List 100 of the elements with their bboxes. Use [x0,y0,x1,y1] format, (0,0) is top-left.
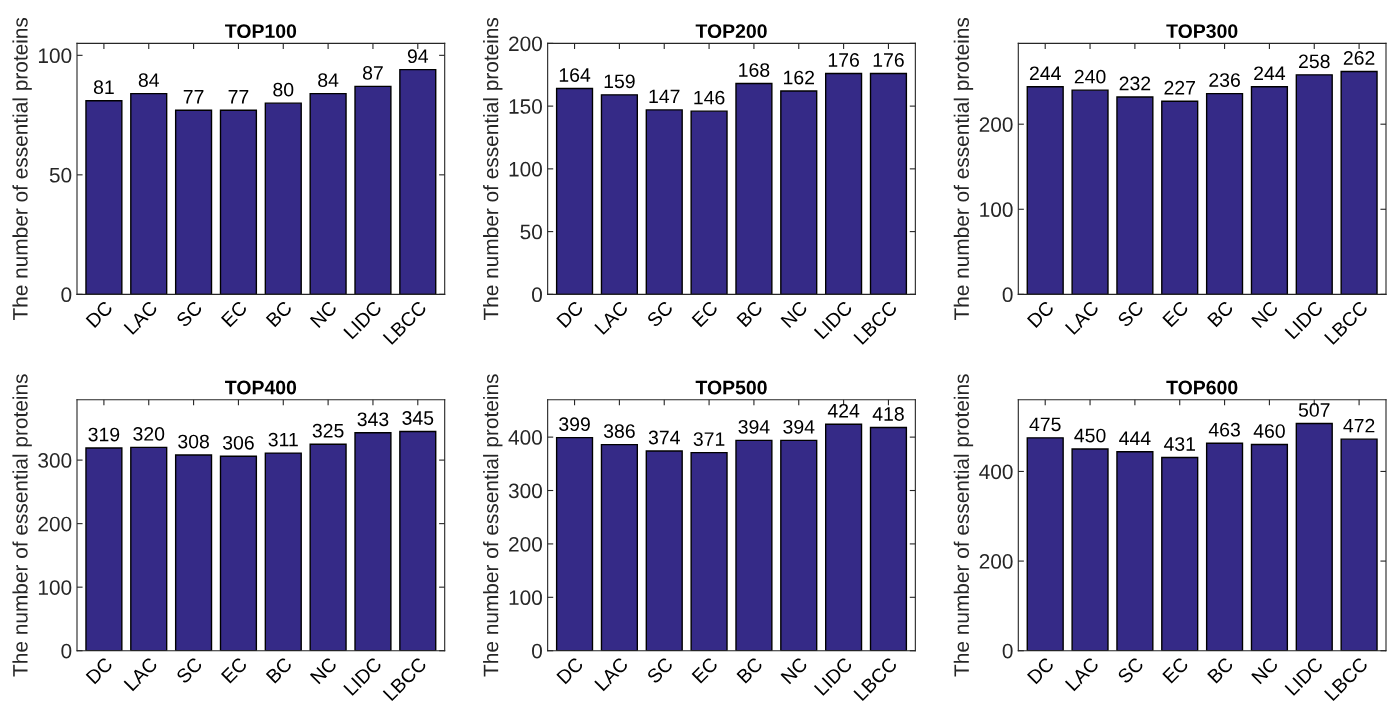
bar [309,92,347,295]
bar [1340,438,1378,651]
y-axis-title: The number of essential proteins [483,17,503,321]
y-tick-label: 0 [1002,287,1013,303]
data-label: 386 [603,424,635,438]
data-label: 320 [133,427,165,441]
x-tick-label: BC [265,656,293,684]
bar [354,432,392,651]
y-tick-label: 0 [61,287,72,303]
bar [130,92,168,295]
y-tick-label: 200 [38,516,72,532]
bar [869,72,908,295]
bar [1205,442,1244,651]
x-tick-label: EC [1162,300,1190,328]
data-label: 236 [1209,73,1240,87]
bar [399,430,437,651]
bar [1116,96,1154,295]
y-tick-label: 0 [1002,643,1013,659]
x-tick-label: DC [1026,300,1055,329]
data-label: 463 [1208,422,1240,437]
y-tick-label: 100 [509,590,542,606]
y-tick-label: 200 [509,36,542,52]
x-tick-label: DC [1026,656,1055,685]
y-tick-label: 200 [979,117,1013,132]
bar [1295,74,1333,295]
bar [555,436,594,651]
data-label: 232 [1119,76,1151,91]
data-label: 162 [784,70,815,85]
data-label: 345 [402,411,434,425]
y-tick-label: 50 [49,167,72,183]
data-label: 308 [178,434,209,449]
data-label: 77 [183,90,204,104]
data-label: 244 [1029,66,1061,80]
x-tick-label: BC [1206,300,1235,328]
data-label: 77 [228,90,249,104]
bar [264,102,302,295]
x-tick-label: LAC [123,300,159,335]
bar [780,439,818,651]
bar [85,447,123,651]
data-label: 94 [407,49,429,64]
bar [85,100,123,295]
bar [735,82,773,295]
data-label: 176 [873,53,904,67]
bar [174,454,213,651]
data-label: 168 [739,63,770,77]
y-tick-label: 300 [38,453,72,468]
data-label: 424 [827,403,860,418]
bar [1116,451,1154,651]
data-label: 319 [88,427,120,442]
chart-title: TOP600 [1166,380,1238,395]
data-label: 371 [693,432,725,446]
data-label: 146 [694,90,725,105]
x-tick-label: SC [646,300,674,328]
data-label: 472 [1343,418,1375,433]
x-tick-label: LAC [1064,656,1100,692]
data-label: 311 [268,432,298,447]
data-label: 227 [1164,80,1195,95]
bar [174,109,213,295]
x-tick-label: SC [175,656,204,685]
chart-title: TOP500 [695,380,767,395]
data-label: 147 [649,89,680,104]
chart-title: TOP100 [225,24,297,39]
data-label: 325 [312,423,344,438]
bar [354,85,392,295]
x-tick-label: LAC [594,300,629,335]
y-axis-title: The number of essential proteins [12,374,32,677]
bar [690,451,728,651]
data-label: 176 [828,53,859,67]
data-label: 374 [648,430,680,445]
bar [690,110,728,295]
x-tick-label: DC [556,300,585,329]
bar [555,87,594,295]
bar [1161,456,1199,651]
y-axis-title: The number of essential proteins [953,17,974,321]
data-label: 81 [93,80,114,95]
bar [309,443,347,651]
y-tick-label: 100 [980,202,1013,218]
x-tick-label: SC [646,656,674,685]
x-tick-label: NC [309,656,338,685]
chart-title: TOP400 [225,380,297,395]
bar [824,72,863,295]
x-tick-label: LAC [594,656,629,692]
x-tick-label: SC [1116,300,1145,328]
bar [1250,443,1289,651]
bar [1340,70,1378,295]
x-tick-label: DC [556,656,585,685]
x-tick-label: NC [780,300,809,329]
bar [824,423,863,651]
data-label: 444 [1119,431,1151,445]
y-tick-label: 0 [61,643,72,659]
y-tick-label: 400 [979,464,1013,480]
x-tick-label: EC [691,656,719,684]
x-tick-label: EC [220,300,248,328]
x-tick-label: NC [1251,300,1279,329]
x-tick-label: NC [309,300,338,329]
bar [1295,422,1333,651]
x-tick-label: LAC [123,656,159,692]
bar [645,109,683,295]
bar [130,446,168,651]
x-tick-label: NC [780,656,809,685]
